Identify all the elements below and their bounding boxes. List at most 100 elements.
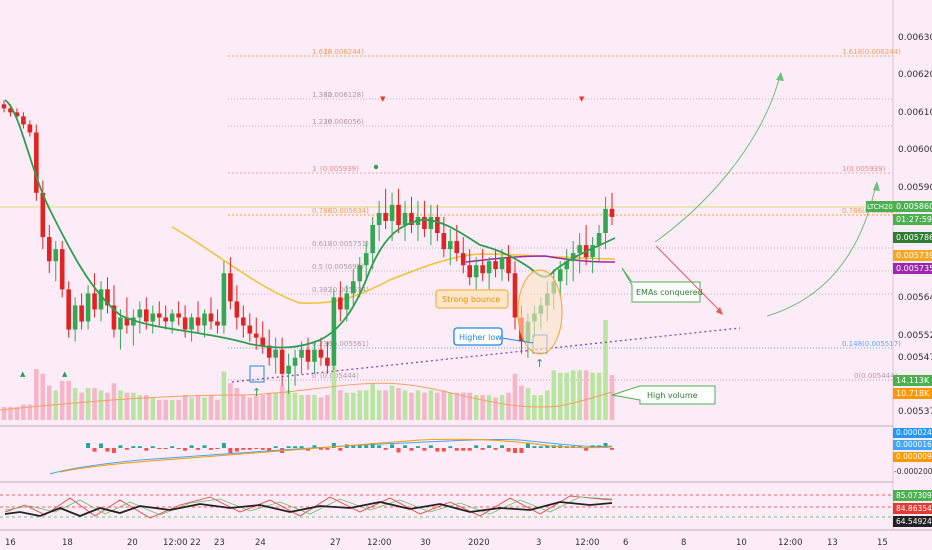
macd-bar <box>370 443 375 448</box>
volume-bar <box>195 395 201 420</box>
macd-bar <box>92 448 97 452</box>
macd-bar <box>351 445 356 448</box>
plot-background <box>0 0 893 550</box>
volume-bar <box>402 390 408 420</box>
bounce-ellipse <box>517 269 563 355</box>
volume-bar <box>331 366 337 420</box>
volume-bar <box>305 395 311 420</box>
candle-body <box>422 216 427 230</box>
candle-body <box>609 208 615 217</box>
fib-label: (0.005561) <box>330 340 369 348</box>
y-tick-label: 0.005640 <box>898 293 932 303</box>
macd-histogram <box>86 443 614 453</box>
y-axis: 0.006300 0.006200 0.006100 0.006000 0.00… <box>898 33 932 417</box>
macd-bar <box>390 444 395 448</box>
macd-bar <box>506 448 511 452</box>
volume-bar <box>273 392 278 420</box>
candle-body <box>131 317 136 326</box>
volume-bar <box>577 370 582 420</box>
macd-bar <box>234 448 239 452</box>
x-tick-label: 16 <box>5 538 16 548</box>
candle-body <box>363 253 369 266</box>
volume-bar <box>493 397 498 420</box>
annotation-high-volume: High volume <box>611 385 716 405</box>
price-badges: LTCH20 0.005860 01:27:59 0.005786 0.0057… <box>866 201 932 399</box>
volume-bar <box>409 392 414 420</box>
fib-label: (0.006244) <box>325 48 364 56</box>
candle-body <box>98 289 104 310</box>
x-tick-label: 24 <box>255 538 266 548</box>
macd-bar <box>318 448 323 450</box>
candle-body <box>299 349 304 358</box>
macd-bar <box>131 446 136 448</box>
x-tick-label: 12:00 <box>575 538 600 548</box>
macd-bar <box>467 448 472 451</box>
y-tick-label: 0.006200 <box>898 70 932 80</box>
candle-body <box>46 237 52 262</box>
volume-bar <box>137 395 143 420</box>
macd-bar <box>196 448 201 450</box>
macd-bar <box>254 448 259 449</box>
x-tick-label: 6 <box>623 538 628 548</box>
y-tick-label: 0.006000 <box>898 145 932 155</box>
volume-bar <box>486 395 492 420</box>
macd-bar <box>480 448 485 450</box>
candle-body <box>454 241 460 254</box>
x-tick-label: 15 <box>877 538 888 548</box>
macd-bar <box>610 448 614 450</box>
macd-bar <box>377 445 382 448</box>
macd-bar <box>183 448 188 451</box>
candle-body <box>14 112 20 117</box>
fib-label: 0.5 <box>312 263 323 271</box>
candle-body <box>118 317 123 330</box>
candle-body <box>72 305 78 330</box>
macd-value: 0.000024 <box>896 428 932 437</box>
volume-bar <box>247 397 253 420</box>
candle-body <box>460 253 466 266</box>
fib-levels <box>0 55 893 381</box>
macd-value: 0.000009 <box>896 452 932 461</box>
volume-bar <box>532 395 537 420</box>
macd-bar <box>176 448 181 449</box>
volume-bar <box>499 395 505 420</box>
rsi-line <box>4 501 613 517</box>
volume-bar <box>27 404 33 420</box>
y-tick-label: 0.005520 <box>898 331 932 341</box>
fib-label: (0.006128) <box>325 91 364 99</box>
candle-body <box>389 204 395 221</box>
y-tick-label: 0.006300 <box>898 33 932 43</box>
volume-bar <box>34 369 39 420</box>
x-tick-label: 22 <box>190 538 201 548</box>
arrowhead-icon <box>716 307 723 315</box>
volume-bar <box>383 390 388 420</box>
macd-bar <box>163 448 168 449</box>
volume-bar <box>234 387 240 420</box>
candle-body <box>286 365 291 374</box>
macd-bar <box>299 446 304 448</box>
candle-body <box>266 345 272 358</box>
annotation-text: High volume <box>647 391 698 400</box>
candle-body <box>493 261 498 270</box>
fib-label: 1.382 <box>312 91 332 99</box>
macd-bar <box>325 448 330 450</box>
candle-body <box>156 313 162 318</box>
candle-body <box>338 297 343 310</box>
candle-body <box>376 212 382 225</box>
volume-bar <box>176 399 181 420</box>
volume-bars <box>1 320 615 420</box>
macd-bar <box>493 448 498 450</box>
macd-bar <box>208 448 213 450</box>
x-tick-label: 27 <box>330 538 341 548</box>
fib-label: (0.005634) <box>330 286 369 294</box>
candle-body <box>215 321 220 326</box>
x-tick-label: 8 <box>681 538 686 548</box>
macd-bar <box>241 448 246 450</box>
fib-label: 1 <box>312 165 316 173</box>
volume-bar <box>215 399 220 420</box>
volume-bar <box>422 392 427 420</box>
volume-bar <box>221 371 227 420</box>
macd-bar <box>357 444 362 448</box>
fib-labels: 1.618 (0.006244) 1.382 (0.006128) 1.236 … <box>312 48 901 380</box>
candle-body <box>182 317 188 330</box>
